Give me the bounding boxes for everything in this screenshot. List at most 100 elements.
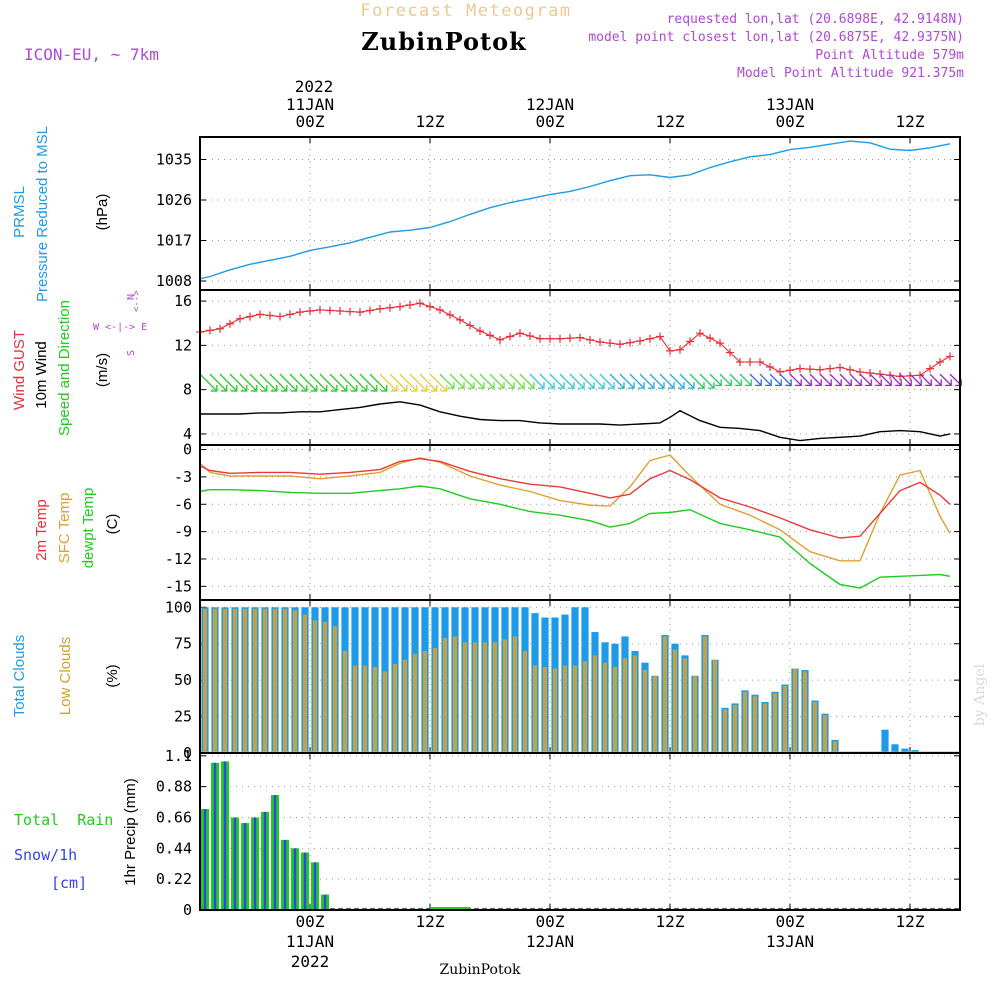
low-cloud-bar — [382, 671, 388, 753]
gust-marker — [796, 364, 804, 373]
gust-marker — [696, 329, 704, 338]
gust-marker — [746, 357, 754, 366]
wind-arrow-head — [210, 384, 218, 392]
top-year: 2022 — [295, 77, 334, 96]
snow-bar — [263, 811, 267, 910]
ylabel-pressure: Pressure Reduced to MSL — [34, 126, 51, 302]
wind-arrow-head — [390, 384, 398, 392]
wind-arrow-head — [310, 384, 318, 392]
wind-arrow-head — [725, 379, 732, 386]
wind-arrow — [459, 373, 475, 389]
snow-bar — [293, 848, 297, 910]
wind-arrow — [599, 373, 615, 389]
gust-marker — [276, 312, 284, 321]
wind-arrow — [809, 373, 822, 386]
wind-arrow — [829, 373, 842, 386]
gust-marker — [816, 365, 824, 374]
low-cloud-bar — [402, 659, 408, 753]
wind-arrow — [559, 373, 575, 389]
wind-arrow-head — [330, 384, 338, 392]
wind-arrow-head — [548, 382, 555, 389]
gust-marker — [496, 335, 504, 344]
wind-arrow — [229, 373, 248, 392]
wind-arrow-head — [638, 382, 645, 389]
wind-arrow-head — [658, 382, 665, 389]
ylabel-hpa: (hPa) — [94, 194, 111, 231]
wind-arrow — [779, 373, 792, 386]
wind-arrow — [639, 373, 655, 389]
ylabel-total-rain: Total Rain — [14, 811, 113, 829]
low-cloud-bar — [532, 665, 538, 753]
wind-arrow-head — [915, 379, 922, 386]
low-cloud-bar — [372, 667, 378, 753]
wind-arrow-head — [578, 382, 585, 389]
gust-marker — [236, 314, 244, 323]
gust-marker — [486, 331, 494, 340]
gust-marker — [306, 307, 314, 316]
wind-arrow — [869, 373, 882, 386]
low-cloud-bar — [802, 671, 808, 753]
gust-marker — [706, 334, 714, 343]
y-tick-label: 1026 — [156, 191, 192, 209]
wind-arrow — [889, 373, 902, 386]
wind-arrow-head — [845, 379, 852, 386]
wind-arrow-head — [488, 382, 495, 389]
low-cloud-bar — [812, 702, 818, 753]
wind-arrow-head — [340, 384, 348, 392]
gust-marker — [886, 371, 894, 380]
gust-marker — [566, 334, 574, 343]
y-tick-label: -9 — [174, 523, 192, 541]
wind-arrow — [289, 373, 308, 392]
y-tick-label: 0 — [183, 744, 192, 762]
low-cloud-bar — [342, 651, 348, 753]
wind-arrow-head — [250, 384, 258, 392]
top-hour-label: 12Z — [656, 112, 685, 131]
y-tick-label: 0.88 — [156, 778, 192, 796]
low-cloud-bar — [222, 608, 228, 753]
gust-marker — [946, 352, 954, 361]
ylabel-10m-wind: 10m Wind — [33, 341, 50, 409]
gust-marker — [826, 364, 834, 373]
y-tick-label: 16 — [174, 292, 192, 310]
wind-arrow-head — [905, 379, 912, 386]
low-cloud-bar — [392, 664, 398, 753]
wind-arrow-head — [380, 384, 388, 392]
wind-arrow — [369, 373, 388, 392]
y-tick-label: 50 — [174, 671, 192, 689]
wind-arrow-head — [935, 379, 942, 386]
gust-marker — [296, 308, 304, 317]
wind-arrow — [759, 373, 772, 386]
wind-arrow-head — [528, 382, 535, 389]
bottom-day-label: 13JAN — [766, 932, 814, 951]
panel-frame — [199, 289, 961, 446]
wind-arrow — [839, 373, 852, 386]
gust-marker — [786, 366, 794, 375]
wind-arrow — [669, 373, 685, 389]
snow-bar — [233, 817, 237, 910]
ylabel-speed-dir: Speed and Direction — [56, 300, 73, 436]
bottom-hour-label: 00Z — [776, 912, 805, 931]
wind-arrow-head — [628, 382, 635, 389]
wind-arrow — [329, 373, 348, 392]
wind-arrow-head — [370, 384, 378, 392]
wind-arrow — [689, 373, 705, 389]
gust-marker — [506, 332, 514, 341]
gust-marker — [326, 306, 334, 315]
wind-arrow — [729, 373, 742, 386]
wind-arrow-head — [708, 382, 715, 389]
wind-arrow-head — [835, 379, 842, 386]
wind-arrow-head — [598, 382, 605, 389]
bottom-hour-label: 00Z — [296, 912, 325, 931]
snow-bar — [283, 839, 287, 910]
ylabel-ms: (m/s) — [94, 353, 111, 387]
wind-speed-line — [200, 401, 951, 442]
top-hour-label: 12Z — [416, 112, 445, 131]
gust-marker — [606, 339, 614, 348]
model-label: ICON-EU, ~ 7km — [24, 45, 159, 64]
pressure-line — [199, 140, 951, 280]
low-cloud-bar — [552, 668, 558, 753]
snow-bar — [243, 823, 247, 910]
wind-arrow-head — [538, 382, 545, 389]
wind-arrow-head — [270, 384, 278, 392]
wind-arrow — [199, 373, 218, 392]
